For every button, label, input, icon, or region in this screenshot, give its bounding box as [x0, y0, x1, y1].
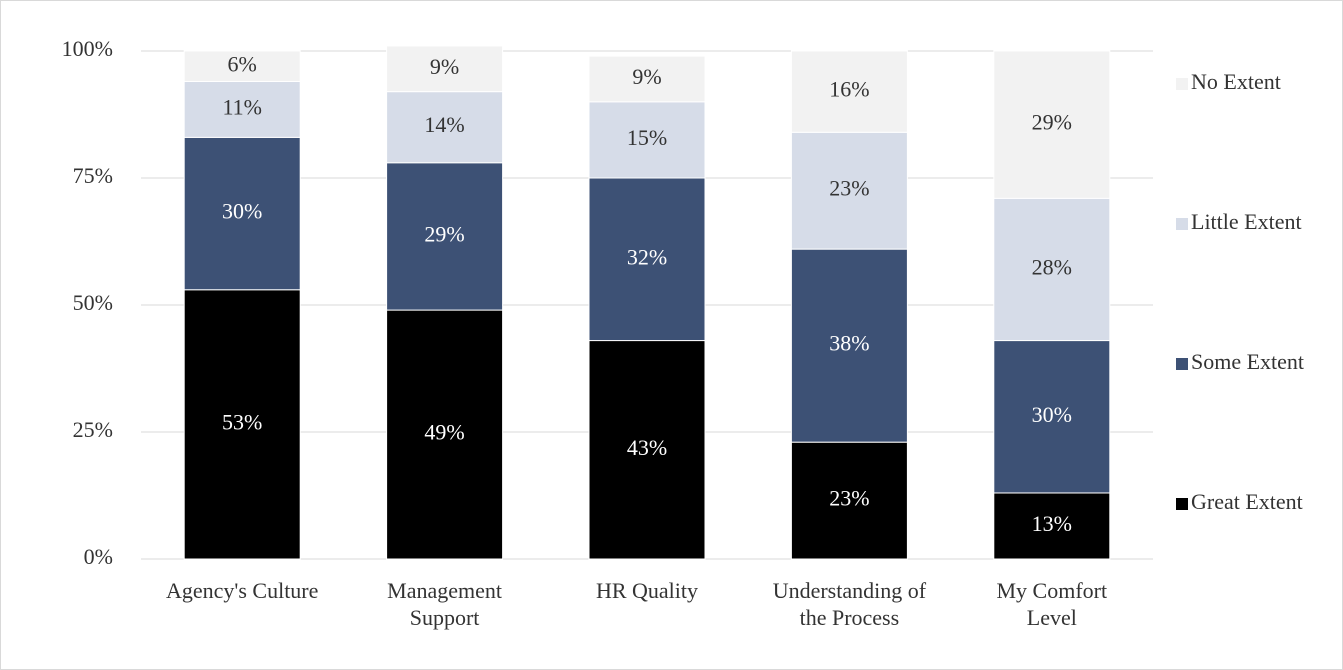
bar-segment: [386, 45, 504, 93]
data-label: 9%: [632, 64, 661, 89]
x-tick-label: Understanding of the Process: [772, 578, 927, 630]
data-label: 13%: [1032, 511, 1072, 536]
data-label: 16%: [829, 77, 869, 102]
x-tick-label: My Comfort Level: [996, 578, 1108, 630]
bar-segment: [183, 136, 301, 291]
data-label: 49%: [424, 420, 464, 445]
x-tick-label: Agency's Culture: [165, 578, 319, 603]
bar-segment: [183, 289, 301, 560]
data-label: 29%: [1032, 110, 1072, 135]
data-label: 29%: [424, 221, 464, 246]
bar-segment: [790, 50, 908, 133]
bar-segment: [588, 340, 706, 560]
y-tick-label: 100%: [62, 36, 113, 61]
bar-segment: [993, 50, 1111, 199]
data-label: 28%: [1032, 254, 1072, 279]
bar-segment: [790, 131, 908, 250]
y-tick-label: 0%: [84, 544, 113, 569]
legend-swatch: [1176, 498, 1188, 510]
x-tick-label: HR Quality: [595, 578, 699, 603]
legend-label: Some Extent: [1191, 349, 1304, 374]
data-label: 15%: [627, 125, 667, 150]
data-label: 23%: [829, 486, 869, 511]
bar-segment: [993, 340, 1111, 494]
bar-segment: [386, 309, 504, 560]
data-label: 53%: [222, 409, 262, 434]
data-label: 14%: [424, 112, 464, 137]
bar-segment: [588, 177, 706, 342]
bar-segment: [993, 197, 1111, 342]
data-label: 23%: [829, 176, 869, 201]
data-label: 9%: [430, 54, 459, 79]
y-tick-label: 50%: [73, 290, 113, 315]
bar-segment: [790, 248, 908, 443]
legend-swatch: [1176, 218, 1188, 230]
data-label: 38%: [829, 331, 869, 356]
bar-segment: [790, 441, 908, 560]
data-label: 32%: [627, 244, 667, 269]
data-label: 6%: [228, 51, 257, 76]
legend-label: Little Extent: [1191, 209, 1302, 234]
bar-segment: [386, 91, 504, 164]
bar-segment: [588, 101, 706, 179]
legend-label: No Extent: [1191, 69, 1281, 94]
data-label: 30%: [222, 199, 262, 224]
y-tick-label: 75%: [73, 163, 113, 188]
bar-segment: [183, 50, 301, 82]
legend-swatch: [1176, 78, 1188, 90]
data-label: 30%: [1032, 402, 1072, 427]
data-label: 11%: [222, 94, 262, 119]
bar-segment: [993, 492, 1111, 560]
legend-label: Great Extent: [1191, 489, 1303, 514]
data-label: 43%: [627, 435, 667, 460]
x-tick-label: Management Support: [387, 578, 503, 630]
bar-segment: [588, 55, 706, 103]
legend-swatch: [1176, 358, 1188, 370]
y-tick-label: 25%: [73, 417, 113, 442]
